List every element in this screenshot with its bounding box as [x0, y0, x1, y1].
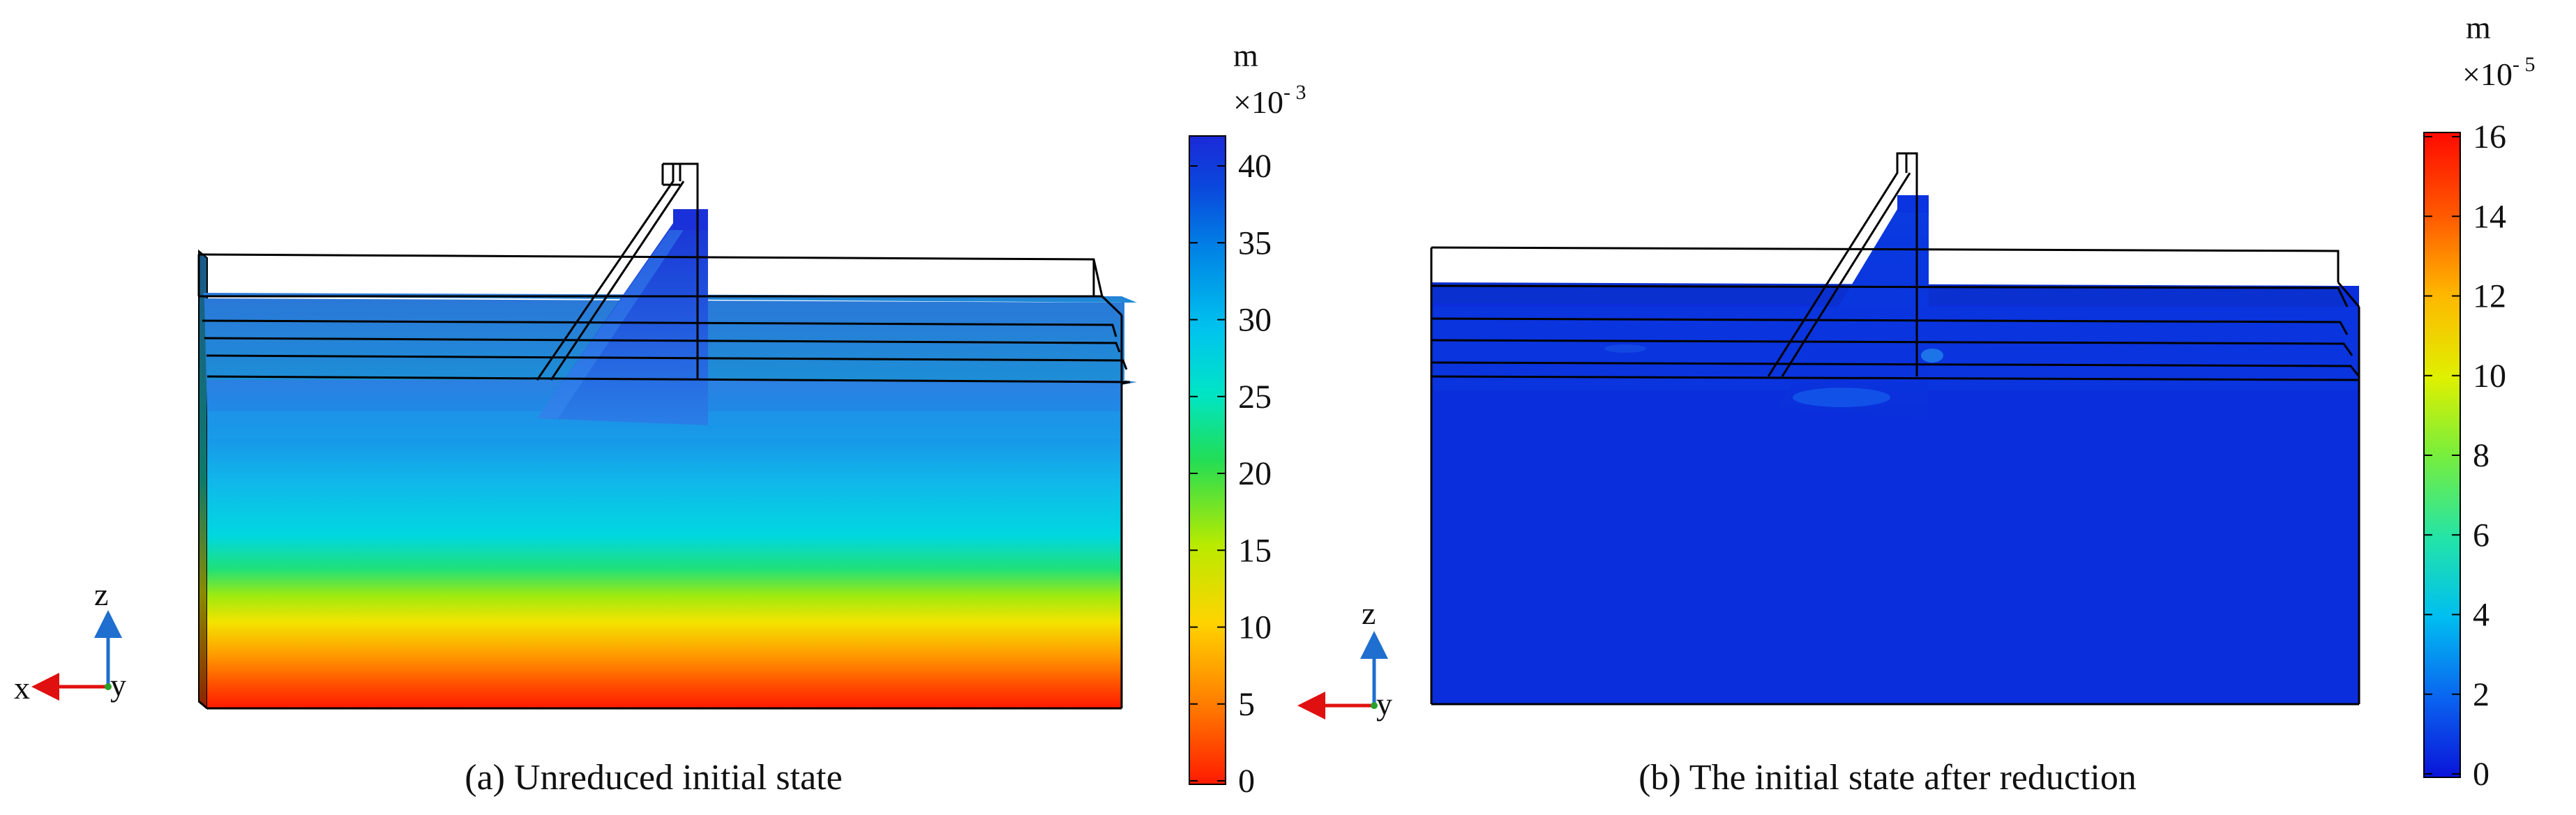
x-axis-label: x — [14, 670, 30, 706]
colorbar-tick-label: 12 — [2473, 278, 2506, 315]
colorbar-tick-label: 2 — [2473, 676, 2490, 713]
colorbar-b-scale: ×10- 5 — [2462, 53, 2535, 92]
axis-triad-a: z x y — [14, 577, 126, 706]
colorbar-b-ticks: 0 2 4 6 8 10 12 14 16 — [2424, 119, 2506, 793]
colorbar-tick-label: 30 — [1238, 302, 1272, 339]
colorbar-tick-label: 20 — [1238, 455, 1272, 492]
colorbar-b-scale-exponent: - 5 — [2513, 53, 2536, 76]
panel-b: z y 0 2 4 6 8 10 12 14 16 m ×10- 5 (b) The initi… — [1297, 10, 2535, 798]
colorbar-tick-label: 25 — [1238, 379, 1272, 416]
z-axis-label: z — [1362, 595, 1376, 631]
model-a — [197, 162, 1137, 710]
colorbar-tick-label: 15 — [1238, 532, 1272, 569]
model-b — [1430, 152, 2360, 706]
y-axis-label: y — [110, 667, 126, 703]
colorbar-b: 0 2 4 6 8 10 12 14 16 m ×10- 5 — [2423, 10, 2535, 793]
panel-a: z x y 0 5 10 15 20 25 30 35 40 m ×10- 3 (a) Unre… — [14, 38, 1306, 800]
colorbar-tick-label: 6 — [2473, 517, 2490, 554]
colorbar-tick-label: 4 — [2473, 597, 2490, 634]
colorbar-tick-label: 0 — [1238, 763, 1255, 800]
colorbar-tick-label: 16 — [2473, 119, 2506, 155]
axis-triad-b: z y — [1297, 595, 1392, 722]
y-axis-label: y — [1376, 686, 1392, 722]
colorbar-b-unit: m — [2466, 10, 2491, 45]
colorbar-a-unit: m — [1233, 38, 1258, 73]
colorbar-a: 0 5 10 15 20 25 30 35 40 m ×10- 3 — [1189, 38, 1306, 800]
colorbar-tick-label: 5 — [1238, 686, 1255, 723]
colorbar-a-ticks: 0 5 10 15 20 25 30 35 40 — [1189, 148, 1272, 800]
colorbar-a-scale-exponent: - 3 — [1283, 81, 1306, 104]
colorbar-tick-label: 40 — [1238, 148, 1272, 185]
colorbar-tick-label: 35 — [1238, 224, 1272, 261]
caption-b: (b) The initial state after reduction — [1639, 758, 2137, 798]
colorbar-tick-label: 10 — [1238, 609, 1272, 646]
colorbar-tick-label: 0 — [2473, 756, 2490, 793]
colorbar-tick-label: 14 — [2473, 198, 2506, 235]
colorbar-a-scale-base: ×10 — [1233, 84, 1283, 120]
z-axis-label: z — [94, 577, 108, 612]
colorbar-tick-label: 10 — [2473, 358, 2506, 395]
colorbar-a-scale: ×10- 3 — [1233, 81, 1306, 120]
colorbar-a-gradient — [1189, 135, 1226, 785]
caption-a: (a) Unreduced initial state — [465, 758, 842, 798]
colorbar-b-scale-base: ×10 — [2462, 56, 2513, 92]
colorbar-tick-label: 8 — [2473, 437, 2490, 474]
